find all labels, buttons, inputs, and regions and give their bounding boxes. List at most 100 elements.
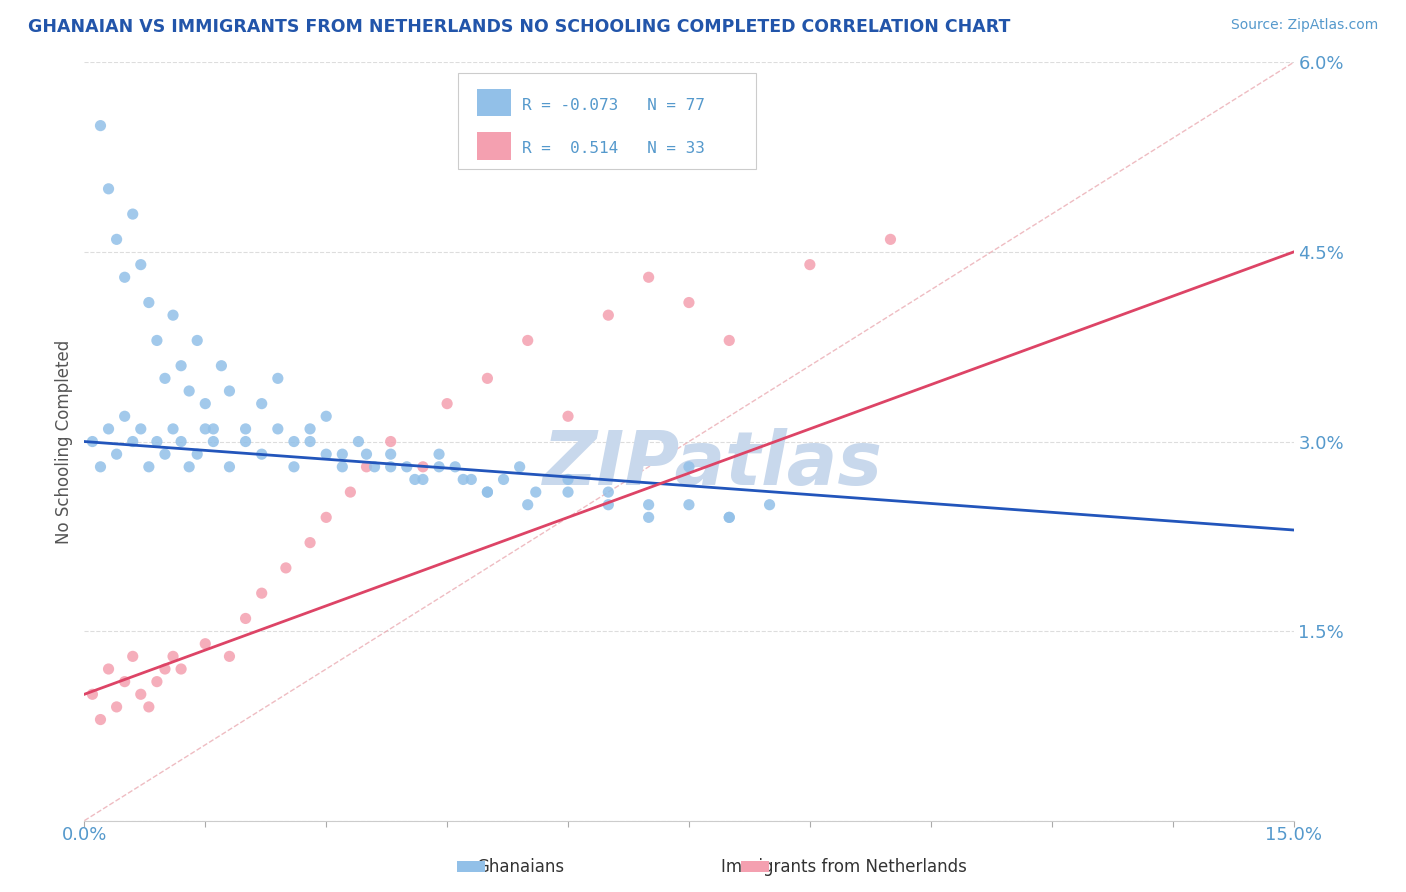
Point — [477, 485, 499, 500]
Point — [202, 422, 225, 436]
Point — [477, 371, 499, 385]
Point — [82, 434, 104, 449]
Point — [678, 498, 700, 512]
Point — [82, 687, 104, 701]
Point — [97, 422, 120, 436]
Point — [267, 422, 290, 436]
Point — [146, 674, 169, 689]
Point — [105, 447, 128, 461]
Point — [218, 459, 240, 474]
Text: Source: ZipAtlas.com: Source: ZipAtlas.com — [1230, 18, 1378, 32]
Point — [129, 258, 152, 272]
Point — [718, 510, 741, 524]
Text: 15.0%: 15.0% — [1265, 826, 1322, 844]
Point — [718, 334, 741, 348]
Point — [879, 232, 901, 246]
Point — [235, 434, 257, 449]
Point — [170, 359, 193, 373]
Point — [105, 232, 128, 246]
Point — [97, 662, 120, 676]
Point — [460, 473, 482, 487]
Point — [129, 687, 152, 701]
Point — [97, 182, 120, 196]
Point — [436, 396, 458, 410]
Point — [235, 611, 257, 625]
Point — [427, 459, 450, 474]
Point — [250, 586, 273, 600]
Point — [114, 270, 136, 285]
Point — [315, 510, 337, 524]
Text: GHANAIAN VS IMMIGRANTS FROM NETHERLANDS NO SCHOOLING COMPLETED CORRELATION CHART: GHANAIAN VS IMMIGRANTS FROM NETHERLANDS … — [28, 18, 1011, 36]
Text: R = -0.073   N = 77: R = -0.073 N = 77 — [522, 98, 704, 112]
Point — [557, 485, 579, 500]
Point — [678, 459, 700, 474]
Point — [283, 434, 305, 449]
Point — [114, 409, 136, 424]
Point — [444, 459, 467, 474]
Point — [179, 459, 201, 474]
Point — [235, 422, 257, 436]
Point — [121, 207, 143, 221]
Point — [162, 308, 184, 322]
Text: Immigrants from Netherlands: Immigrants from Netherlands — [721, 858, 966, 876]
Point — [758, 498, 780, 512]
Point — [363, 459, 385, 474]
Point — [330, 447, 353, 461]
Point — [339, 485, 361, 500]
Point — [598, 485, 620, 500]
Point — [799, 258, 821, 272]
Text: 0.0%: 0.0% — [62, 826, 107, 844]
Point — [162, 422, 184, 436]
Point — [89, 713, 111, 727]
Point — [315, 409, 337, 424]
Point — [637, 510, 659, 524]
Point — [380, 434, 402, 449]
Point — [121, 649, 143, 664]
Point — [218, 649, 240, 664]
Point — [267, 371, 290, 385]
Point — [598, 308, 620, 322]
Text: R =  0.514   N = 33: R = 0.514 N = 33 — [522, 142, 704, 156]
Point — [194, 422, 217, 436]
Point — [356, 447, 378, 461]
Point — [250, 396, 273, 410]
Point — [138, 295, 160, 310]
Point — [356, 459, 378, 474]
Point — [477, 485, 499, 500]
Point — [170, 662, 193, 676]
Point — [678, 295, 700, 310]
Point — [153, 447, 176, 461]
Point — [153, 662, 176, 676]
Point — [153, 371, 176, 385]
Point — [412, 473, 434, 487]
Point — [114, 674, 136, 689]
Point — [170, 434, 193, 449]
Point — [524, 485, 547, 500]
Point — [202, 434, 225, 449]
Point — [557, 473, 579, 487]
Point — [299, 434, 322, 449]
Point — [89, 459, 111, 474]
Point — [557, 409, 579, 424]
Point — [138, 699, 160, 714]
Point — [492, 473, 515, 487]
Point — [194, 637, 217, 651]
Point — [162, 649, 184, 664]
Point — [516, 334, 538, 348]
Point — [718, 510, 741, 524]
Point — [315, 447, 337, 461]
Point — [194, 396, 217, 410]
Text: ZIPatlas: ZIPatlas — [543, 428, 883, 500]
Point — [283, 459, 305, 474]
Point — [146, 334, 169, 348]
Point — [404, 473, 426, 487]
Point — [146, 434, 169, 449]
Point — [129, 422, 152, 436]
Point — [250, 447, 273, 461]
Point — [299, 422, 322, 436]
Point — [209, 359, 232, 373]
Point — [274, 561, 297, 575]
Point — [380, 459, 402, 474]
Point — [121, 434, 143, 449]
Point — [637, 498, 659, 512]
